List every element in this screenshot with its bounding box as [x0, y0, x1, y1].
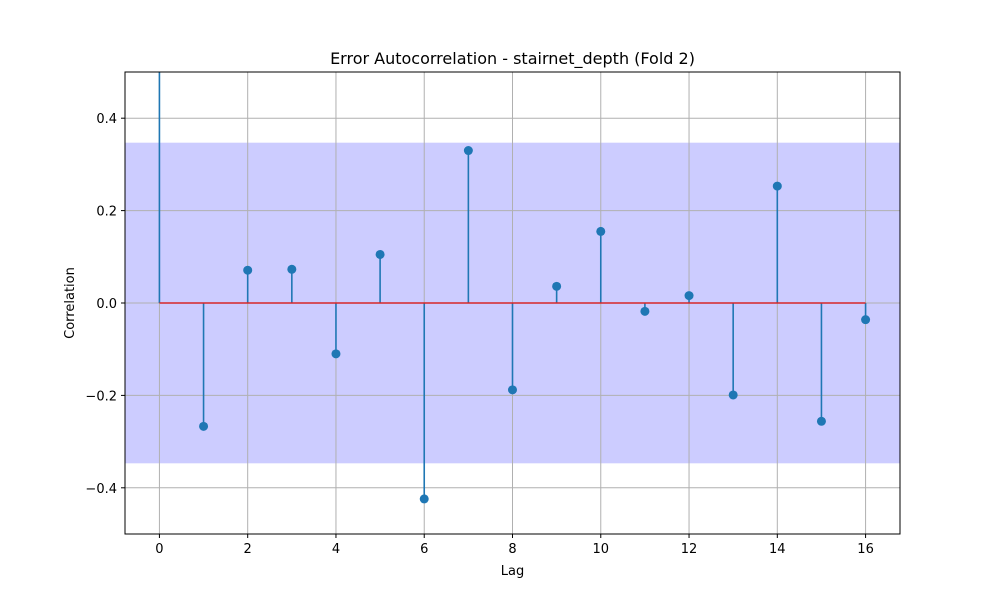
x-tick-label: 4 [332, 542, 340, 557]
marker-lag-10 [596, 226, 606, 236]
x-tick-label: 16 [857, 542, 874, 557]
marker-lag-16 [861, 315, 871, 325]
x-tick-label: 6 [420, 542, 428, 557]
marker-lag-6 [419, 494, 429, 504]
y-axis-label: Correlation [63, 267, 78, 339]
marker-lag-1 [199, 421, 209, 431]
marker-lag-11 [640, 306, 650, 316]
marker-lag-3 [287, 264, 297, 274]
marker-lag-7 [463, 146, 473, 156]
stem-layer [158, 72, 871, 504]
x-tick-label: 10 [592, 542, 609, 557]
x-tick-label: 12 [681, 542, 698, 557]
y-tick-label: −0.2 [85, 389, 117, 404]
marker-lag-14 [772, 181, 782, 191]
x-tick-label: 14 [769, 542, 786, 557]
x-tick-label: 0 [155, 542, 163, 557]
y-tick-label: −0.4 [85, 482, 117, 497]
x-axis-label: Lag [501, 564, 524, 579]
marker-lag-8 [508, 385, 517, 395]
chart-title: Error Autocorrelation - stairnet_depth (… [330, 49, 695, 69]
marker-lag-13 [728, 390, 738, 400]
marker-lag-5 [375, 249, 385, 259]
x-tick-label: 2 [244, 542, 252, 557]
marker-lag-9 [552, 281, 562, 291]
tick-layer: 0 2 4 6 8 10 12 14 16 −0.4 −0.2 0.0 0.2 0.4 [85, 112, 873, 557]
y-tick-label: 0.2 [96, 205, 117, 220]
x-tick-label: 8 [508, 542, 516, 557]
y-tick-label: 0.4 [96, 112, 117, 127]
y-tick-label: 0.0 [96, 297, 117, 312]
marker-lag-12 [684, 291, 694, 301]
marker-lag-15 [816, 416, 826, 426]
marker-lag-2 [243, 265, 253, 275]
marker-lag-4 [331, 349, 341, 359]
